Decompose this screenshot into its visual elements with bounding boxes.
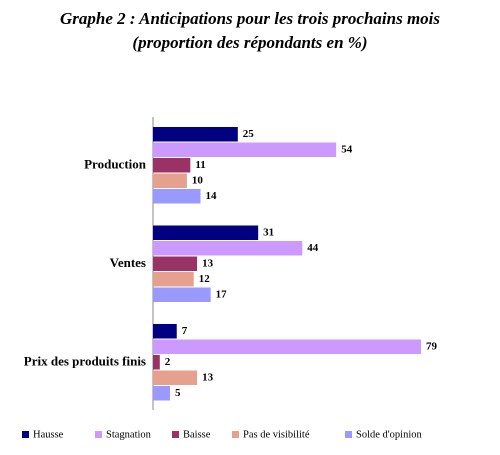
legend-label: Baisse [183, 429, 211, 440]
legend-swatch [172, 431, 179, 438]
value-label: 5 [175, 387, 181, 399]
category-label: Production [84, 156, 147, 171]
legend-label: Stagnation [106, 429, 152, 440]
legend-label: Pas de visibilité [243, 429, 310, 440]
bar [153, 386, 170, 401]
legend-swatch [232, 431, 239, 438]
bar [153, 241, 303, 256]
chart-title: Graphe 2 : Anticipations pour les trois … [60, 9, 440, 28]
value-label: 14 [205, 190, 217, 202]
bar [153, 256, 198, 271]
bar [153, 142, 337, 157]
value-label: 31 [263, 227, 274, 239]
bar [153, 324, 177, 339]
legend-swatch [22, 431, 29, 438]
bar [153, 355, 160, 370]
bar [153, 189, 201, 204]
value-label: 54 [341, 144, 353, 156]
bar [153, 370, 198, 385]
value-label: 2 [165, 356, 171, 368]
value-label: 7 [182, 325, 188, 337]
bar [153, 272, 194, 287]
value-label: 11 [195, 159, 205, 171]
value-label: 12 [199, 273, 211, 285]
legend-label: Solde d'opinion [356, 429, 423, 440]
legend-swatch [345, 431, 352, 438]
value-label: 25 [243, 128, 255, 140]
bar [153, 225, 259, 240]
value-label: 17 [216, 289, 228, 301]
bar [153, 173, 187, 188]
legend-swatch [95, 431, 102, 438]
value-label: 79 [426, 341, 438, 353]
bar [153, 339, 421, 354]
value-label: 13 [202, 372, 214, 384]
bar [153, 127, 238, 142]
category-label: Ventes [110, 255, 146, 270]
bar [153, 158, 191, 173]
legend-label: Hausse [33, 429, 64, 440]
category-label: Prix des produits finis [24, 353, 146, 368]
value-label: 10 [192, 175, 204, 187]
value-label: 44 [307, 242, 319, 254]
bar [153, 287, 211, 302]
value-label: 13 [202, 258, 214, 270]
chart-subtitle: (proportion des répondants en %) [132, 33, 367, 52]
